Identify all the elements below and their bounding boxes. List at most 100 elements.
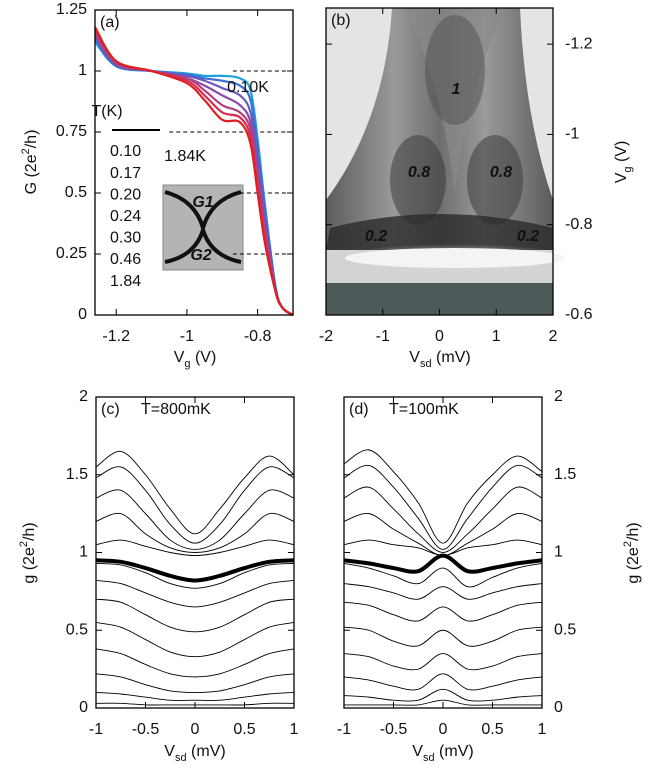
- x-tick-label: -2: [319, 328, 333, 345]
- data-line: [96, 622, 294, 656]
- y-axis-label-part: /h): [21, 522, 38, 541]
- data-line: [344, 465, 542, 549]
- y-tick-label: -1: [565, 126, 579, 143]
- annotation: 0.2: [365, 228, 387, 245]
- x-tick-label: 2: [549, 328, 558, 345]
- data-line: [96, 599, 294, 632]
- x-axis-label-part: (mV): [187, 743, 226, 760]
- annotation: G1: [192, 194, 213, 211]
- x-axis-label-part: V: [412, 743, 423, 760]
- y-axis-label-part: G (2e: [23, 154, 40, 194]
- data-line: [96, 563, 294, 588]
- y-tick-label: 0.5: [554, 621, 576, 638]
- x-axis-label-part: V: [409, 349, 420, 366]
- legend-label: 0.17: [110, 165, 141, 182]
- x-tick-label: -1: [376, 328, 390, 345]
- x-axis-label: Vsd (mV): [412, 743, 473, 764]
- annotation: 0.10K: [227, 79, 269, 96]
- annotation: 1: [452, 81, 461, 98]
- y-tick-label: 0.25: [56, 245, 87, 262]
- data-line: [344, 563, 542, 587]
- x-axis-label-part: sd: [420, 358, 432, 370]
- x-tick-label: -0.8: [244, 328, 272, 345]
- y-tick-label: 1.5: [554, 466, 576, 483]
- panel-label: (c): [101, 401, 120, 418]
- y-tick-label: 1.5: [66, 466, 88, 483]
- annotation: 0.8: [490, 164, 512, 181]
- data-line: [96, 649, 294, 677]
- x-axis-label-part: V: [164, 743, 175, 760]
- x-tick-label: 1: [492, 328, 501, 345]
- annotation: G2: [190, 247, 211, 264]
- panel-subtitle: T=100mK: [389, 401, 459, 418]
- data-line: [344, 654, 542, 670]
- data-line: [344, 487, 542, 553]
- x-axis-label: Vsd (mV): [409, 349, 470, 370]
- data-line: [344, 450, 542, 543]
- y-tick-label: -1.2: [565, 35, 593, 52]
- y-axis-label: Vg (V): [613, 141, 634, 184]
- x-axis-label-part: V: [174, 349, 185, 366]
- y-tick-label: 1: [554, 544, 563, 561]
- x-tick-label: -0.5: [380, 721, 408, 738]
- x-tick-label: 1: [290, 721, 299, 738]
- y-tick-label: 0: [554, 699, 563, 716]
- panel-label: (b): [331, 12, 351, 29]
- panel-label: (d): [349, 401, 369, 418]
- annotation: 0.8: [408, 164, 430, 181]
- x-axis-label-part: sd: [423, 752, 435, 764]
- data-line: [344, 602, 542, 621]
- legend-label: 0.10: [110, 143, 141, 160]
- x-tick-label: 0.5: [233, 721, 255, 738]
- y-axis-label: G (2e2/h): [20, 130, 40, 195]
- x-tick-label: 0: [191, 721, 200, 738]
- y-axis-label-part: /h): [23, 130, 40, 149]
- heatmap-image: [325, 8, 585, 315]
- data-line: [344, 689, 542, 701]
- x-axis-label-part: (mV): [435, 743, 474, 760]
- y-tick-label: -0.8: [565, 216, 593, 233]
- annotation: 0.2: [517, 228, 539, 245]
- x-axis-label-part: (V): [191, 349, 217, 366]
- annotation: T(K): [91, 103, 122, 120]
- data-line: [96, 467, 294, 543]
- x-tick-label: -1: [180, 328, 194, 345]
- y-axis-label-part: /h): [625, 522, 642, 541]
- data-line: [96, 692, 294, 700]
- panel-label: (a): [100, 14, 120, 31]
- y-tick-label: 1: [78, 62, 87, 79]
- y-tick-label: 1: [79, 544, 88, 561]
- x-axis-label: Vsd (mV): [164, 743, 225, 764]
- y-axis-label-part: g (2e: [625, 547, 642, 584]
- y-tick-label: -0.6: [565, 306, 593, 323]
- data-line: [96, 513, 294, 552]
- data-line: [96, 560, 294, 580]
- y-tick-label: 2: [79, 388, 88, 405]
- data-line: [344, 674, 542, 690]
- data-line: [344, 540, 542, 556]
- y-axis-label: g (2e2/h): [18, 522, 38, 583]
- x-axis-label-part: (mV): [432, 349, 471, 366]
- x-tick-label: 0: [439, 721, 448, 738]
- legend-label: 1.84: [110, 273, 141, 290]
- legend-label: 0.24: [110, 208, 141, 225]
- x-tick-label: -0.5: [132, 721, 160, 738]
- y-axis-label-part: V: [613, 172, 630, 183]
- data-line: [96, 540, 294, 556]
- x-axis-label: Vg (V): [174, 349, 217, 370]
- annotation: 1.84K: [164, 148, 206, 165]
- data-line: [344, 627, 542, 646]
- y-tick-label: 0.5: [65, 184, 87, 201]
- x-tick-label: 0: [435, 328, 444, 345]
- x-axis-label-part: sd: [175, 752, 187, 764]
- y-axis-label: g (2e2/h): [622, 522, 642, 583]
- y-tick-label: 1.25: [56, 1, 87, 18]
- x-tick-label: 0.5: [481, 721, 503, 738]
- y-axis-label-part: g (2e: [21, 547, 38, 584]
- y-tick-label: 0: [79, 699, 88, 716]
- y-tick-label: 0.5: [66, 621, 88, 638]
- y-tick-label: 0.75: [56, 123, 87, 140]
- data-line: [96, 580, 294, 606]
- x-tick-label: 1: [538, 721, 547, 738]
- panel-subtitle: T=800mK: [141, 401, 211, 418]
